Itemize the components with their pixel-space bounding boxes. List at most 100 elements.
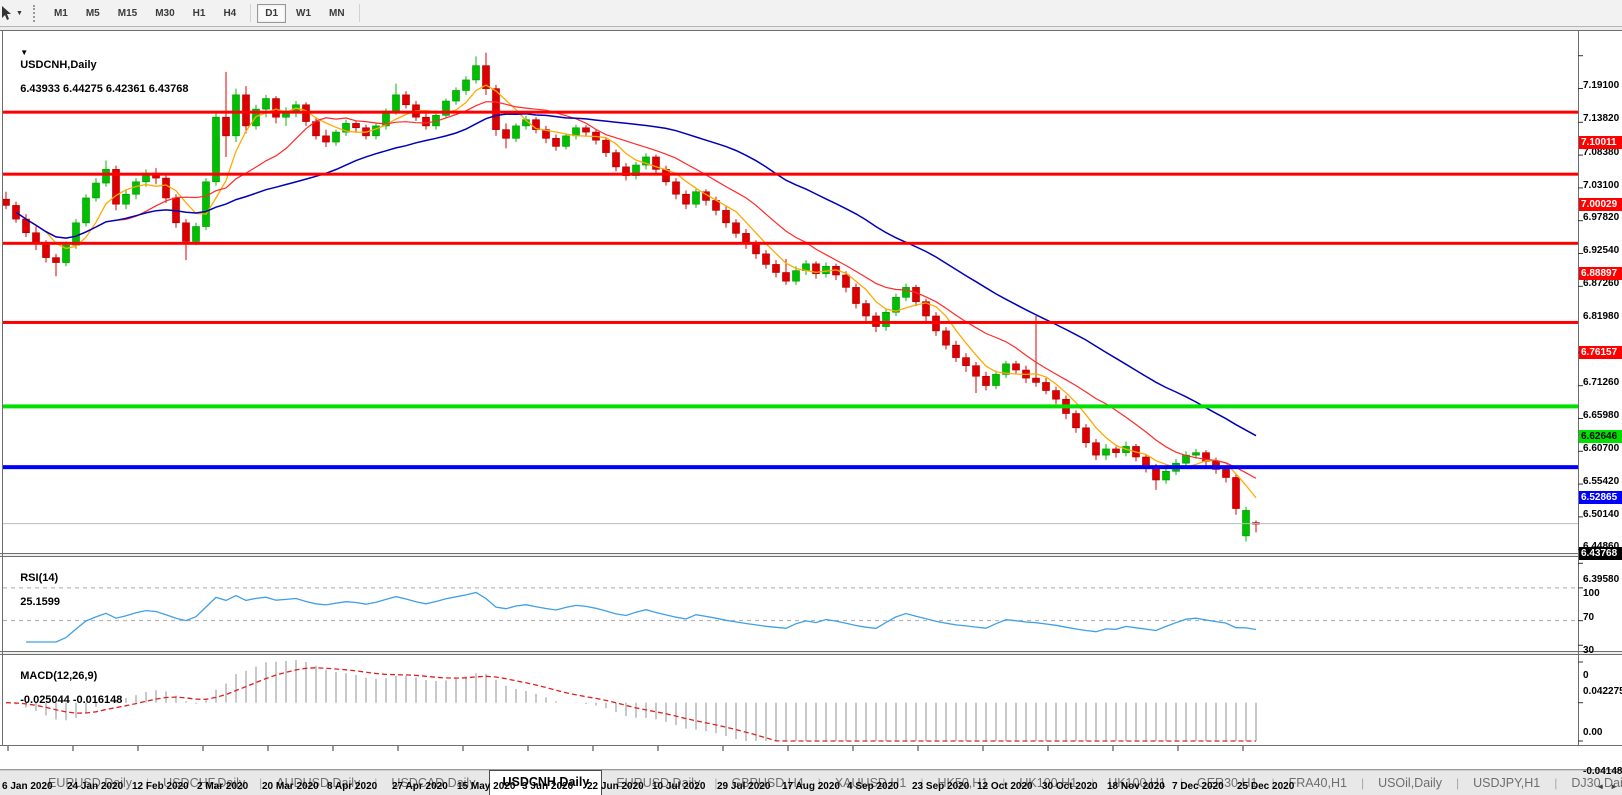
price-level-badge: 6.76157 xyxy=(1579,345,1622,359)
chart-tab-uk100-h1[interactable]: UK100,H1 xyxy=(1108,776,1166,790)
chart-tab-dj30-daily[interactable]: DJ30,Daily xyxy=(1571,776,1622,790)
rsi-header: RSI(14) 25.1599 xyxy=(8,560,60,620)
price-axis-label: 6.97820 xyxy=(1583,212,1620,224)
level-line-6.62646[interactable] xyxy=(3,404,1578,409)
tab-separator: | xyxy=(146,776,150,790)
chart-symbol-label: USDCNH,Daily xyxy=(20,59,97,71)
level-line-6.52865[interactable] xyxy=(3,465,1578,470)
price-axis-label: 7.03100 xyxy=(1583,179,1620,191)
level-line-7.00029[interactable] xyxy=(3,172,1578,176)
date-axis-label: 20 Mar 2020 xyxy=(262,781,319,792)
timeframe-button-m30[interactable]: M30 xyxy=(155,7,175,19)
date-axis-label: 4 Sep 2020 xyxy=(847,781,899,792)
chart-graphics xyxy=(0,30,1622,770)
top-toolbar: ▼ M1 M5 M15 M30 H1 H4 D1 W1 MN xyxy=(0,0,1622,27)
timeframe-button-mn[interactable]: MN xyxy=(329,7,345,19)
chart-title: ▼ USDCNH,Daily 6.43933 6.44275 6.42361 6… xyxy=(8,35,188,107)
timeframe-button-m5[interactable]: M5 xyxy=(85,7,100,19)
chart-tab-usoil-daily[interactable]: USOil,Daily xyxy=(1378,776,1442,790)
rsi-value: 25.1599 xyxy=(20,596,60,608)
macd-values: -0.025044 -0.016148 xyxy=(20,694,123,706)
price-axis-label: 6.60700 xyxy=(1583,442,1620,454)
timeframe-button-m1[interactable]: M1 xyxy=(53,7,68,19)
price-axis-label: 6.71260 xyxy=(1583,377,1620,389)
macd-axis-label: 0.042275 xyxy=(1583,686,1622,698)
tab-separator: | xyxy=(714,776,718,790)
date-axis-label: 22 Jun 2020 xyxy=(587,781,644,792)
tab-scroll-left-icon[interactable]: ◄ xyxy=(1596,782,1605,791)
chart-tab-uk100-h1[interactable]: UK100,H1 xyxy=(1019,776,1078,790)
chart-tab-usdcnh-daily[interactable]: USDCNH,Daily xyxy=(489,770,603,795)
tab-separator: | xyxy=(1360,776,1365,790)
chart-tab-ger30-h1[interactable]: GER30,H1 xyxy=(1197,776,1258,790)
tab-scroll-right-icon[interactable]: ► xyxy=(1610,782,1618,791)
tool-dropdown-caret[interactable]: ▼ xyxy=(16,9,23,17)
macd-header: MACD(12,26,9) -0.025044 -0.016148 xyxy=(8,658,122,718)
macd-axis-label: -0.04148 xyxy=(1583,765,1622,777)
chart-window: ▼ USDCNH,Daily 6.43933 6.44275 6.42361 6… xyxy=(0,30,1622,792)
price-level-badge: 7.00029 xyxy=(1579,197,1622,211)
macd-label: MACD(12,26,9) xyxy=(20,670,98,682)
chart-tab-fra40-h1[interactable]: FRA40,H1 xyxy=(1288,776,1347,790)
date-axis-label: 6 Jan 2020 xyxy=(2,781,53,792)
current-price-badge: 6.43768 xyxy=(1579,547,1622,561)
price-axis-label: 6.50140 xyxy=(1583,508,1620,520)
price-level-badge: 6.88897 xyxy=(1579,266,1622,280)
level-line-6.76157[interactable] xyxy=(3,320,1578,324)
rsi-label: RSI(14) xyxy=(20,572,59,584)
timeframe-button-w1[interactable]: W1 xyxy=(296,7,312,19)
tab-separator: | xyxy=(817,776,821,790)
tab-separator: | xyxy=(1002,776,1006,790)
price-axis-label: 7.08380 xyxy=(1583,146,1620,158)
price-axis-label: 6.65980 xyxy=(1583,410,1620,422)
price-axis-label: 6.87260 xyxy=(1583,277,1620,289)
toolbar-separator xyxy=(250,4,252,22)
chart-tab-usdcad-daily[interactable]: USDCAD,Daily xyxy=(391,776,476,790)
chart-tab-usdjpy-h1[interactable]: USDJPY,H1 xyxy=(1473,776,1541,790)
chart-tab-hk50-h1[interactable]: HK50,H1 xyxy=(937,776,989,790)
chart-tab-eurusd-daily[interactable]: EURUSD,Daily xyxy=(616,776,701,790)
tab-separator: | xyxy=(1179,776,1183,790)
rsi-axis-label: 100 xyxy=(1583,587,1600,599)
rsi-axis-label: 70 xyxy=(1583,612,1595,624)
date-axis-label: 2 Mar 2020 xyxy=(197,781,249,792)
date-axis-label: 7 Dec 2020 xyxy=(1172,781,1224,792)
price-axis-label: 6.92540 xyxy=(1583,245,1620,257)
date-axis-label: 23 Sep 2020 xyxy=(912,781,970,792)
price-axis-label: 6.39580 xyxy=(1583,574,1620,586)
date-axis-label: 15 May 2020 xyxy=(457,781,516,792)
chart-tab-audusd-daily[interactable]: AUDUSD,Daily xyxy=(276,776,361,790)
tab-separator: | xyxy=(1455,776,1460,790)
tab-separator: | xyxy=(374,776,378,790)
toolbar-separator xyxy=(358,4,360,22)
tab-separator: | xyxy=(259,776,263,790)
date-axis-label: 17 Aug 2020 xyxy=(782,781,840,792)
date-axis-label: 27 Apr 2020 xyxy=(392,781,448,792)
chart-tab-eurusd-daily[interactable]: EURUSD,Daily xyxy=(48,776,133,790)
tab-scroll-buttons: ◄ ► xyxy=(1596,782,1618,791)
price-axis-label: 6.55420 xyxy=(1583,475,1620,487)
date-axis-label: 8 Apr 2020 xyxy=(327,781,378,792)
level-line-7.10011[interactable] xyxy=(3,110,1578,114)
timeframe-button-h1[interactable]: H1 xyxy=(192,7,206,19)
collapse-triangle-icon[interactable]: ▼ xyxy=(20,48,29,57)
chart-tab-usdchf-daily[interactable]: USDCHF,Daily xyxy=(163,776,246,790)
date-axis-label: 12 Oct 2020 xyxy=(977,781,1033,792)
tab-separator: | xyxy=(1554,776,1558,790)
rsi-axis-label: 0 xyxy=(1583,669,1589,681)
chart-tab-bar: EURUSD,Daily | USDCHF,Daily | AUDUSD,Daily | U… xyxy=(0,770,1622,795)
chart-cursor-tool-icon[interactable] xyxy=(0,5,14,21)
timeframe-button-group: M1 M5 M15 M30 H1 H4 D1 W1 MN xyxy=(45,3,354,23)
date-axis-label: 18 Nov 2020 xyxy=(1107,781,1165,792)
timeframe-button-d1[interactable]: D1 xyxy=(257,3,287,23)
timeframe-button-m15[interactable]: M15 xyxy=(117,7,138,19)
tab-separator: | xyxy=(1271,776,1275,790)
chart-tab-gbpusd-h4[interactable]: GBPUSD,H4 xyxy=(731,776,804,790)
timeframe-button-h4[interactable]: H4 xyxy=(223,7,237,19)
chart-tab-xauusd-h1[interactable]: XAUUSD,H1 xyxy=(834,776,907,790)
price-axis-label: 7.19100 xyxy=(1583,80,1620,92)
date-axis-label: 12 Feb 2020 xyxy=(132,781,189,792)
date-axis-label: 25 Dec 2020 xyxy=(1237,781,1295,792)
price-axis-label: 6.81980 xyxy=(1583,310,1620,322)
level-line-6.88897[interactable] xyxy=(3,241,1578,245)
